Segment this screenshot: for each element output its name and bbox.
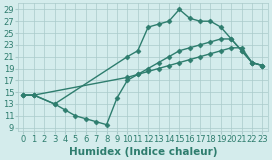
X-axis label: Humidex (Indice chaleur): Humidex (Indice chaleur) [69,147,217,156]
